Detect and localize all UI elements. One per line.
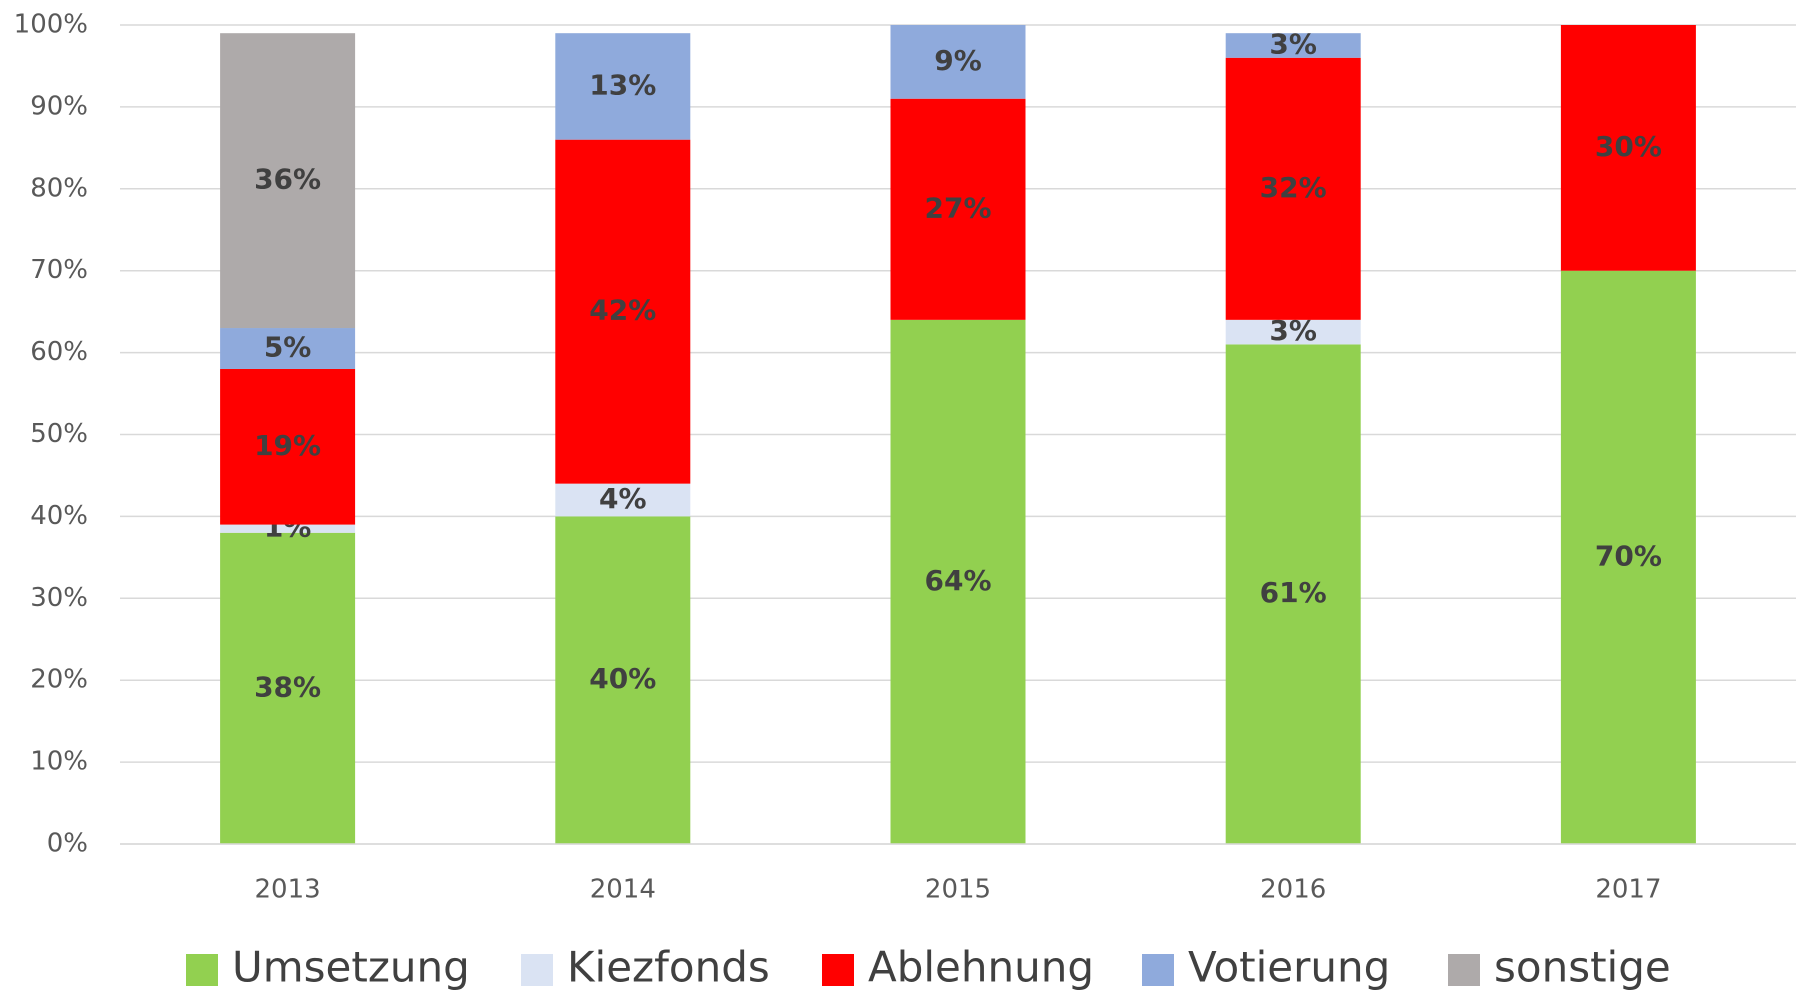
legend-label: Umsetzung: [232, 943, 470, 992]
data-label: 3%: [1269, 27, 1317, 60]
data-label: 4%: [599, 482, 647, 515]
x-tick-label: 2014: [590, 875, 656, 905]
legend-label: Votierung: [1188, 943, 1390, 992]
bar-segment: [220, 368, 356, 525]
legend-label: Kiezfonds: [567, 943, 770, 992]
legend-swatch: [822, 954, 854, 986]
data-label: 42%: [589, 294, 656, 327]
bar-segment: [555, 483, 691, 517]
legend-swatch: [1448, 954, 1480, 986]
x-tick-label: 2013: [255, 875, 321, 905]
bar-segment: [1225, 319, 1361, 345]
legend-swatch: [521, 954, 553, 986]
bar-segment: [220, 524, 356, 533]
data-label: 5%: [264, 331, 312, 364]
bar-segment: [1225, 57, 1361, 320]
bar-segment: [220, 33, 356, 329]
x-tick-label: 2017: [1595, 875, 1661, 905]
bar-segment: [555, 139, 691, 484]
y-tick-label: 10%: [30, 747, 88, 777]
y-tick-label: 30%: [30, 583, 88, 613]
data-label: 30%: [1595, 130, 1662, 163]
y-tick-label: 0%: [47, 829, 88, 859]
bar-segment: [1225, 33, 1361, 58]
bar-segment: [890, 25, 1026, 99]
y-tick-label: 20%: [30, 665, 88, 695]
y-tick-label: 100%: [14, 10, 88, 40]
legend-swatch: [1142, 954, 1174, 986]
data-label: 13%: [589, 68, 656, 101]
y-tick-label: 40%: [30, 501, 88, 531]
y-tick-label: 60%: [30, 337, 88, 367]
data-label: 40%: [589, 662, 656, 695]
bar-segment: [220, 532, 356, 844]
data-label: 9%: [934, 44, 982, 77]
data-label: 38%: [254, 670, 321, 703]
data-label: 32%: [1260, 171, 1327, 204]
data-label: 19%: [254, 429, 321, 462]
legend-label: sonstige: [1494, 943, 1671, 992]
legend-label: Ablehnung: [868, 943, 1094, 992]
data-label: 27%: [924, 191, 991, 224]
bar-segment: [1560, 25, 1696, 271]
data-label: 70%: [1595, 539, 1662, 572]
y-tick-label: 50%: [30, 419, 88, 449]
legend-swatch: [186, 954, 218, 986]
bar-segment: [555, 33, 691, 140]
bar-segment: [890, 98, 1026, 320]
bar-segment: [555, 516, 691, 844]
data-label: 36%: [254, 163, 321, 196]
bar-segment: [1225, 344, 1361, 844]
y-tick-label: 70%: [30, 255, 88, 285]
bar-segment: [220, 328, 356, 369]
bar-segment: [1560, 270, 1696, 844]
y-tick-label: 80%: [30, 173, 88, 203]
x-tick-label: 2016: [1260, 875, 1326, 905]
data-label: 61%: [1260, 576, 1327, 609]
x-tick-label: 2015: [925, 875, 991, 905]
data-label: 64%: [924, 564, 991, 597]
y-tick-label: 90%: [30, 91, 88, 121]
bar-segment: [890, 319, 1026, 845]
